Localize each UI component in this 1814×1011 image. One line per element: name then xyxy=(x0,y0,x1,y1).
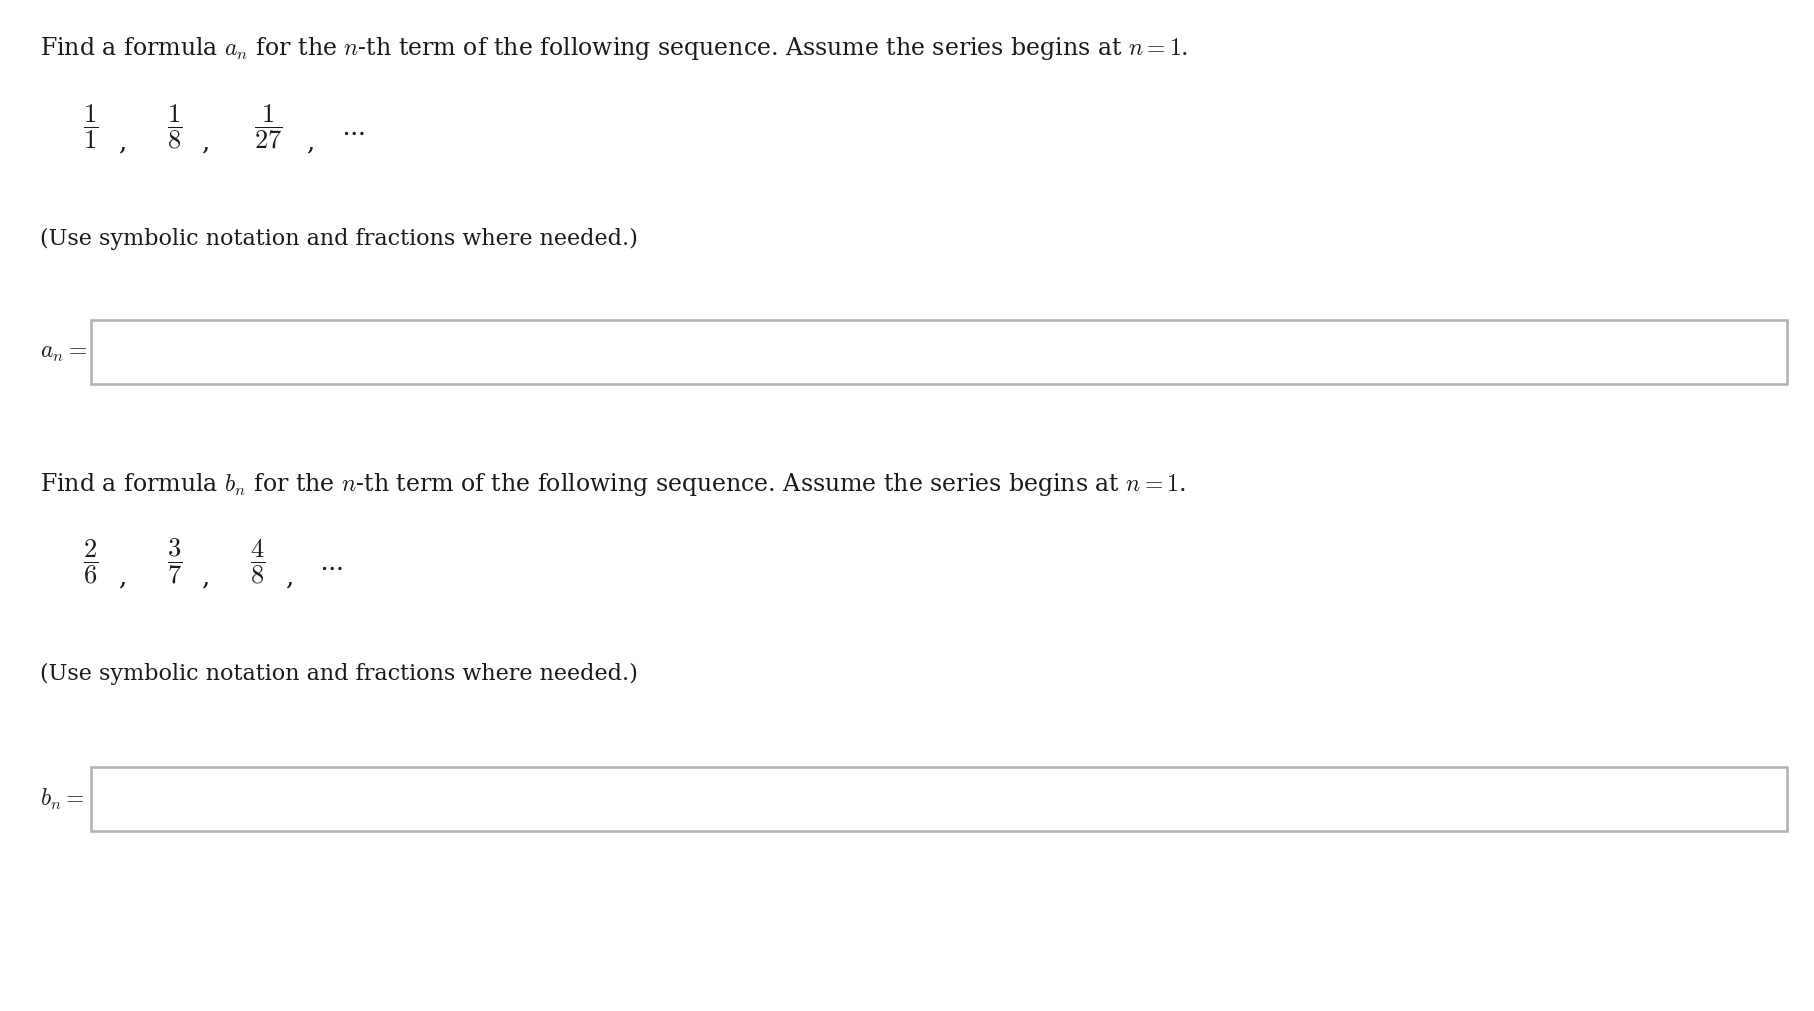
Text: $\cdots$: $\cdots$ xyxy=(319,554,343,578)
FancyBboxPatch shape xyxy=(91,767,1787,831)
Text: $\dfrac{1}{1}$: $\dfrac{1}{1}$ xyxy=(83,102,98,151)
FancyBboxPatch shape xyxy=(91,320,1787,384)
Text: (Use symbolic notation and fractions where needed.): (Use symbolic notation and fractions whe… xyxy=(40,227,639,250)
Text: ,: , xyxy=(285,564,294,588)
Text: ,: , xyxy=(201,129,210,154)
Text: $\dfrac{1}{8}$: $\dfrac{1}{8}$ xyxy=(167,102,181,151)
Text: ,: , xyxy=(118,129,127,154)
Text: $\dfrac{2}{6}$: $\dfrac{2}{6}$ xyxy=(83,537,98,585)
Text: ,: , xyxy=(307,129,316,154)
Text: $\dfrac{3}{7}$: $\dfrac{3}{7}$ xyxy=(167,537,181,585)
Text: $b_n =$: $b_n =$ xyxy=(40,787,85,812)
Text: ,: , xyxy=(118,564,127,588)
Text: Find a formula $a_n$ for the $n$-th term of the following sequence. Assume the s: Find a formula $a_n$ for the $n$-th term… xyxy=(40,35,1188,63)
Text: (Use symbolic notation and fractions where needed.): (Use symbolic notation and fractions whe… xyxy=(40,662,639,684)
Text: $a_n =$: $a_n =$ xyxy=(40,341,87,364)
Text: ,: , xyxy=(201,564,210,588)
Text: $\dfrac{1}{27}$: $\dfrac{1}{27}$ xyxy=(254,102,283,151)
Text: Find a formula $b_n$ for the $n$-th term of the following sequence. Assume the s: Find a formula $b_n$ for the $n$-th term… xyxy=(40,470,1186,497)
Text: $\dfrac{4}{8}$: $\dfrac{4}{8}$ xyxy=(250,537,265,585)
Text: $\cdots$: $\cdots$ xyxy=(341,119,365,144)
